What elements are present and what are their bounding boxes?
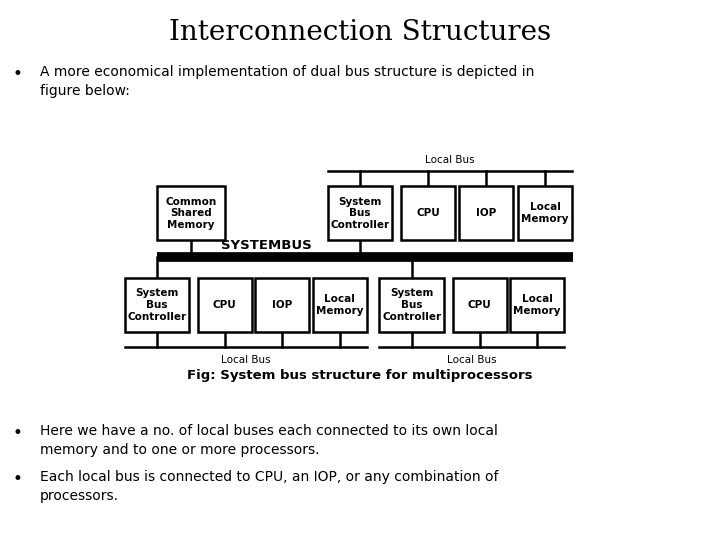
Bar [453,278,507,332]
Bar [518,186,572,240]
Text: Interconnection Structures: Interconnection Structures [169,19,551,46]
Bar [256,278,310,332]
Bar [312,278,366,332]
Text: Common
Shared
Memory: Common Shared Memory [165,197,217,230]
Text: Local
Memory: Local Memory [513,294,561,316]
Text: System
Bus
Controller: System Bus Controller [330,197,390,230]
Text: Here we have a no. of local buses each connected to its own local: Here we have a no. of local buses each c… [40,424,498,438]
Text: •: • [13,424,23,442]
Text: Local
Memory: Local Memory [521,202,569,224]
Text: Local
Memory: Local Memory [316,294,364,316]
Text: •: • [13,470,23,488]
Bar [328,186,392,240]
Text: A more economical implementation of dual bus structure is depicted in: A more economical implementation of dual… [40,65,534,79]
Bar [459,186,513,240]
Text: CPU: CPU [468,300,491,310]
Text: Local Bus: Local Bus [425,154,474,165]
Text: Local Bus: Local Bus [447,355,497,366]
Bar [402,186,455,240]
Bar [125,278,189,332]
Text: IOP: IOP [272,300,292,310]
Text: Each local bus is connected to CPU, an IOP, or any combination of: Each local bus is connected to CPU, an I… [40,470,498,484]
Text: CPU: CPU [213,300,236,310]
Bar [510,278,564,332]
Text: SYSTEMBUS: SYSTEMBUS [221,239,312,252]
Bar [379,278,444,332]
Bar [157,186,225,240]
Text: System
Bus
Controller: System Bus Controller [127,288,186,322]
Text: processors.: processors. [40,489,119,503]
Text: Local Bus: Local Bus [221,355,271,366]
Text: •: • [13,65,23,83]
Text: IOP: IOP [476,208,496,218]
Text: figure below:: figure below: [40,84,130,98]
Text: memory and to one or more processors.: memory and to one or more processors. [40,443,319,457]
Text: System
Bus
Controller: System Bus Controller [382,288,441,322]
Text: Fig: System bus structure for multiprocessors: Fig: System bus structure for multiproce… [187,369,533,382]
Text: CPU: CPU [417,208,440,218]
Bar [197,278,252,332]
